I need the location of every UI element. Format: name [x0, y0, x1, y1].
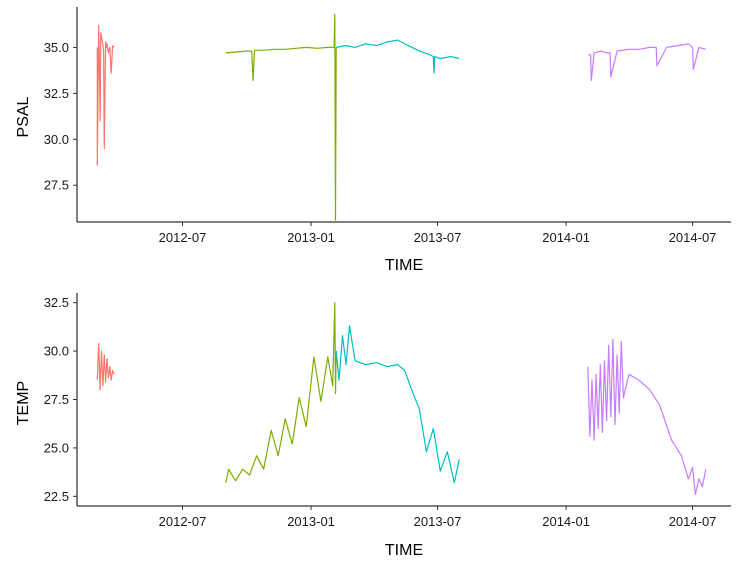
- psal-x-tick-label: 2012-07: [159, 230, 207, 245]
- temp-panel: TIME TEMP 22.5 25.0 27.5 30.0 32.5 2012-07 201…: [15, 293, 731, 559]
- temp-y-tick-label: 22.5: [44, 489, 69, 504]
- temp-series-line-2: [225, 302, 337, 483]
- temp-x-tick-label: 2014-07: [669, 514, 717, 529]
- psal-y-tick-label: 27.5: [44, 178, 69, 193]
- temp-x-axis-title: TIME: [385, 542, 423, 559]
- temp-series-line-4: [587, 338, 707, 495]
- psal-x-tick-label: 2013-01: [287, 230, 335, 245]
- temp-x-tick-label: 2013-07: [414, 514, 462, 529]
- temp-x-tick-label: 2012-07: [159, 514, 207, 529]
- psal-x-axis-title: TIME: [385, 257, 423, 274]
- psal-x-tick-label: 2014-07: [669, 230, 717, 245]
- psal-x-tick-label: 2013-07: [414, 230, 462, 245]
- psal-series-line-2: [225, 13, 337, 221]
- temp-series-line-1: [96, 342, 115, 391]
- temp-x-tick-label: 2014-01: [542, 514, 590, 529]
- temp-y-tick-label: 25.0: [44, 440, 69, 455]
- psal-panel: TIME PSAL 27.5 30.0 32.5 35.0 2012-07 2013-01…: [15, 7, 731, 274]
- psal-series-line-1: [96, 24, 115, 166]
- psal-y-tick-label: 35.0: [44, 40, 69, 55]
- psal-series-line-3: [336, 39, 460, 74]
- temp-series-line-3: [335, 325, 460, 484]
- psal-y-tick-label: 30.0: [44, 132, 69, 147]
- psal-y-tick-label: 32.5: [44, 86, 69, 101]
- temp-y-tick-label: 30.0: [44, 344, 69, 359]
- temp-y-axis-title: TEMP: [15, 381, 32, 425]
- psal-x-tick-label: 2014-01: [542, 230, 590, 245]
- psal-y-axis-title: PSAL: [15, 96, 32, 137]
- temp-y-tick-label: 32.5: [44, 295, 69, 310]
- psal-series-line-4: [587, 43, 706, 82]
- temp-y-tick-label: 27.5: [44, 392, 69, 407]
- temp-x-tick-label: 2013-01: [287, 514, 335, 529]
